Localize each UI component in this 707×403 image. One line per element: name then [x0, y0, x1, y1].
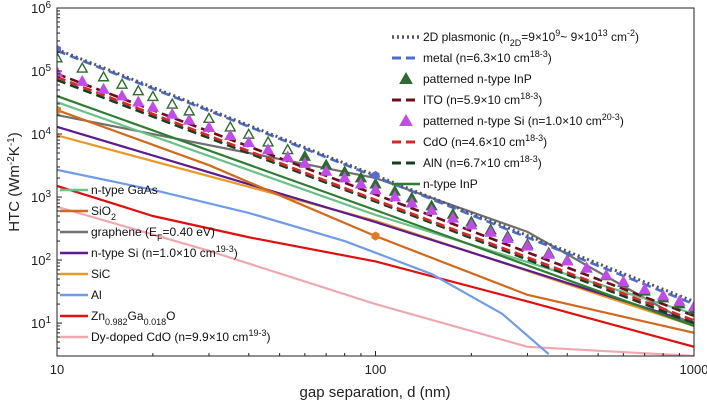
data-point-pat_inp [97, 70, 110, 82]
legend-right: 2D plasmonic (n2D=9×109~ 9×1013 cm-2)met… [392, 28, 639, 191]
data-point-pat_si [446, 211, 460, 223]
series-line-zgo [57, 184, 694, 348]
data-point-pat_si [76, 74, 89, 86]
data-point-pat_si [202, 121, 216, 133]
data-point-pat_si [657, 289, 670, 301]
data-point-pat_si [369, 183, 382, 195]
data-point-pat_si [115, 89, 129, 101]
data-point-pat_si [673, 294, 686, 306]
legend-label-gaas: n-type GaAs [91, 183, 158, 197]
data-point-pat_si [281, 150, 294, 162]
legend-label-pat_inp: patterned n-type InP [423, 72, 532, 86]
highlight-marker [57, 44, 61, 54]
data-point-pat_si [600, 268, 613, 280]
data-point-pat_si [561, 254, 574, 266]
series-line-dy [57, 205, 694, 356]
series-line-ito [57, 72, 694, 318]
data-point-pat_si [617, 275, 630, 287]
series-line-cdo [57, 75, 694, 322]
data-point-pat_si [425, 203, 438, 215]
data-point-pat_si [405, 196, 418, 208]
highlight-marker [57, 105, 61, 115]
legend-label-sic: SiC [91, 267, 111, 281]
y-tick-label: 103 [31, 189, 51, 206]
legend-label-plasmonic: 2D plasmonic (n2D=9×109~ 9×1013 cm-2) [423, 28, 639, 48]
data-point-pat_si [183, 113, 196, 125]
y-tick-label: 105 [31, 63, 51, 80]
series-line-al [57, 168, 550, 356]
y-axis-label: HTC (Wm-2K-1) [6, 132, 24, 231]
data-point-pat_si [501, 232, 514, 244]
legend-label-ito: ITO (n=5.9×10 cm18-3) [423, 91, 542, 107]
series-line-aln [57, 78, 694, 325]
y-tick-label: 101 [31, 315, 51, 332]
data-point-pat_si [687, 300, 694, 312]
series-line-sic [57, 134, 694, 327]
x-tick-label: 1000 [680, 362, 707, 377]
data-point-pat_si [542, 247, 555, 259]
data-point-pat_si [97, 82, 110, 94]
series-line-plasmonic [57, 48, 694, 303]
legend-label-nsi: n-type Si (n=1.0×10 cm19-3) [91, 244, 238, 260]
highlight-marker [371, 231, 380, 241]
highlight-marker [371, 170, 380, 181]
data-point-pat_si [132, 95, 145, 107]
data-point-pat_inp [57, 51, 64, 63]
data-point-pat_si [166, 107, 179, 119]
series-line-ninp [57, 95, 694, 327]
series-layer [57, 44, 694, 356]
data-point-pat_si [354, 177, 368, 189]
legend-label-aln: AlN (n=6.7×10 cm18-3) [423, 154, 542, 170]
legend-swatch-pat_si [399, 113, 413, 126]
legend-left: n-type GaAs SiO2 graphene (EF=0.40 eV)n-ty… [60, 183, 270, 344]
data-point-pat_si [146, 100, 160, 112]
legend-swatch-pat_inp [399, 71, 413, 84]
data-point-pat_si [521, 239, 534, 251]
legend-label-dy: Dy-doped CdO (n=9.9×10 cm19-3) [91, 328, 270, 344]
y-tick-label: 106 [31, 0, 51, 16]
legend-label-ninp: n-type InP [423, 177, 478, 191]
ticks: 10 100 1000 101 102 103 104 105 106 [31, 0, 707, 377]
y-tick-label: 102 [31, 252, 51, 269]
data-point-pat_si [320, 164, 333, 176]
legend-label-cdo: CdO (n=4.6×10 cm18-3) [423, 133, 547, 149]
data-point-pat_si [298, 156, 311, 168]
data-point-pat_si [484, 225, 497, 237]
data-point-pat_inp [115, 77, 129, 89]
data-point-pat_si [638, 282, 651, 294]
legend-label-al: Al [91, 288, 102, 302]
series-line-nsi [57, 125, 694, 325]
data-point-pat_si [224, 129, 237, 141]
data-point-pat_si [388, 190, 401, 202]
x-tick-label: 10 [50, 362, 64, 377]
data-point-pat_si [465, 218, 478, 230]
data-point-pat_si [338, 171, 351, 183]
legend-label-pat_si: patterned n-type Si (n=1.0×10 cm20-3) [423, 112, 624, 128]
legend-label-graphene: graphene (EF=0.40 eV) [91, 225, 215, 243]
y-tick-label: 104 [31, 126, 51, 143]
data-point-pat_inp [76, 61, 89, 73]
data-point-pat_si [242, 135, 255, 147]
x-tick-label: 100 [365, 362, 387, 377]
legend-label-zgo: Zn0.982Ga0.018O [91, 309, 175, 327]
legend-label-sio2: SiO2 [91, 204, 116, 222]
legend-label-metal: metal (n=6.3×10 cm18-3) [423, 49, 552, 65]
data-point-pat_si [580, 261, 593, 273]
data-point-pat_inp [132, 84, 145, 96]
x-axis-label: gap separation, d (nm) [300, 384, 451, 401]
data-point-pat_inp [146, 90, 160, 102]
data-point-pat_si [261, 143, 275, 155]
